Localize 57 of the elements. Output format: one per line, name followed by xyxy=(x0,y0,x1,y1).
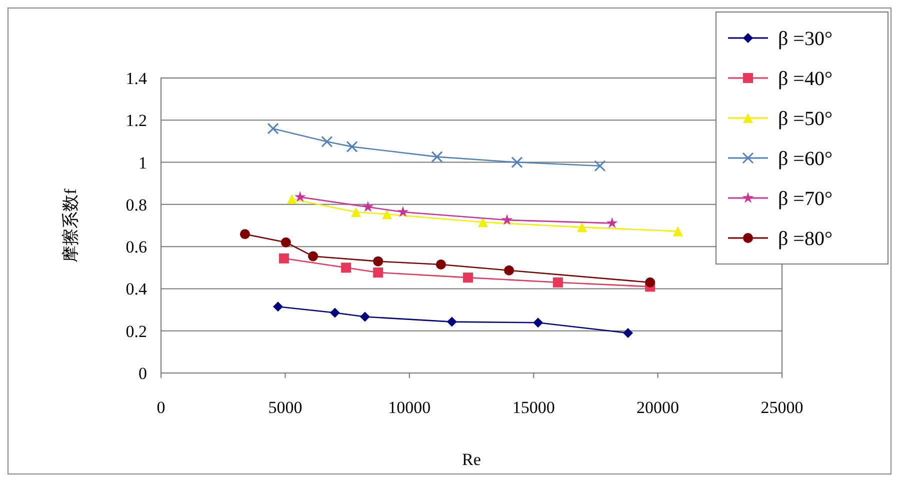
point xyxy=(463,272,474,283)
point xyxy=(436,259,446,270)
point xyxy=(362,200,374,212)
point xyxy=(622,328,633,338)
y-tick-label: 0.4 xyxy=(126,280,148,299)
point xyxy=(645,277,656,288)
point xyxy=(346,140,358,152)
point xyxy=(350,207,361,218)
point xyxy=(341,262,352,273)
point xyxy=(382,209,392,220)
legend-label: β =80° xyxy=(778,228,832,250)
point xyxy=(330,308,340,318)
point xyxy=(504,265,514,276)
point xyxy=(272,302,283,312)
y-tick-label: 0.2 xyxy=(126,322,147,341)
point xyxy=(308,251,318,262)
point xyxy=(533,318,544,328)
point xyxy=(360,312,370,322)
point xyxy=(446,316,457,327)
y-tick-label: 0 xyxy=(138,364,147,383)
y-axis-title: 摩擦系数f xyxy=(61,188,80,262)
x-tick-label: 20000 xyxy=(636,398,680,417)
legend-label: β =60° xyxy=(778,148,832,170)
point xyxy=(321,136,333,148)
y-tick-label: 1 xyxy=(138,153,147,172)
point xyxy=(240,229,250,240)
point xyxy=(431,151,443,163)
x-tick-label: 5000 xyxy=(268,398,302,417)
point xyxy=(672,226,683,236)
point xyxy=(606,217,618,228)
x-tick-label: 10000 xyxy=(388,398,431,417)
y-tick-label: 0.8 xyxy=(126,195,147,214)
point xyxy=(294,191,306,202)
legend-label: β =50° xyxy=(778,108,832,130)
legend-label: β =30° xyxy=(778,28,832,50)
x-axis-title: Re xyxy=(462,450,481,469)
point xyxy=(501,214,513,225)
y-tick-label: 1.4 xyxy=(126,69,148,88)
point xyxy=(280,237,291,248)
y-tick-label: 0.6 xyxy=(126,238,147,257)
legend-label: β =70° xyxy=(778,188,832,210)
x-tick-label: 25000 xyxy=(760,398,804,417)
point xyxy=(278,253,289,264)
y-tick-label: 1.2 xyxy=(126,111,147,130)
point xyxy=(478,217,488,228)
point xyxy=(397,206,409,217)
point xyxy=(594,160,606,172)
point xyxy=(577,222,588,232)
point xyxy=(267,122,279,134)
point xyxy=(373,256,384,266)
x-tick-label: 0 xyxy=(156,398,166,417)
point xyxy=(286,194,297,204)
legend-label: β =40° xyxy=(778,68,832,90)
point xyxy=(373,267,384,278)
x-tick-label: 15000 xyxy=(512,398,555,417)
point xyxy=(552,277,563,288)
point xyxy=(511,156,523,168)
